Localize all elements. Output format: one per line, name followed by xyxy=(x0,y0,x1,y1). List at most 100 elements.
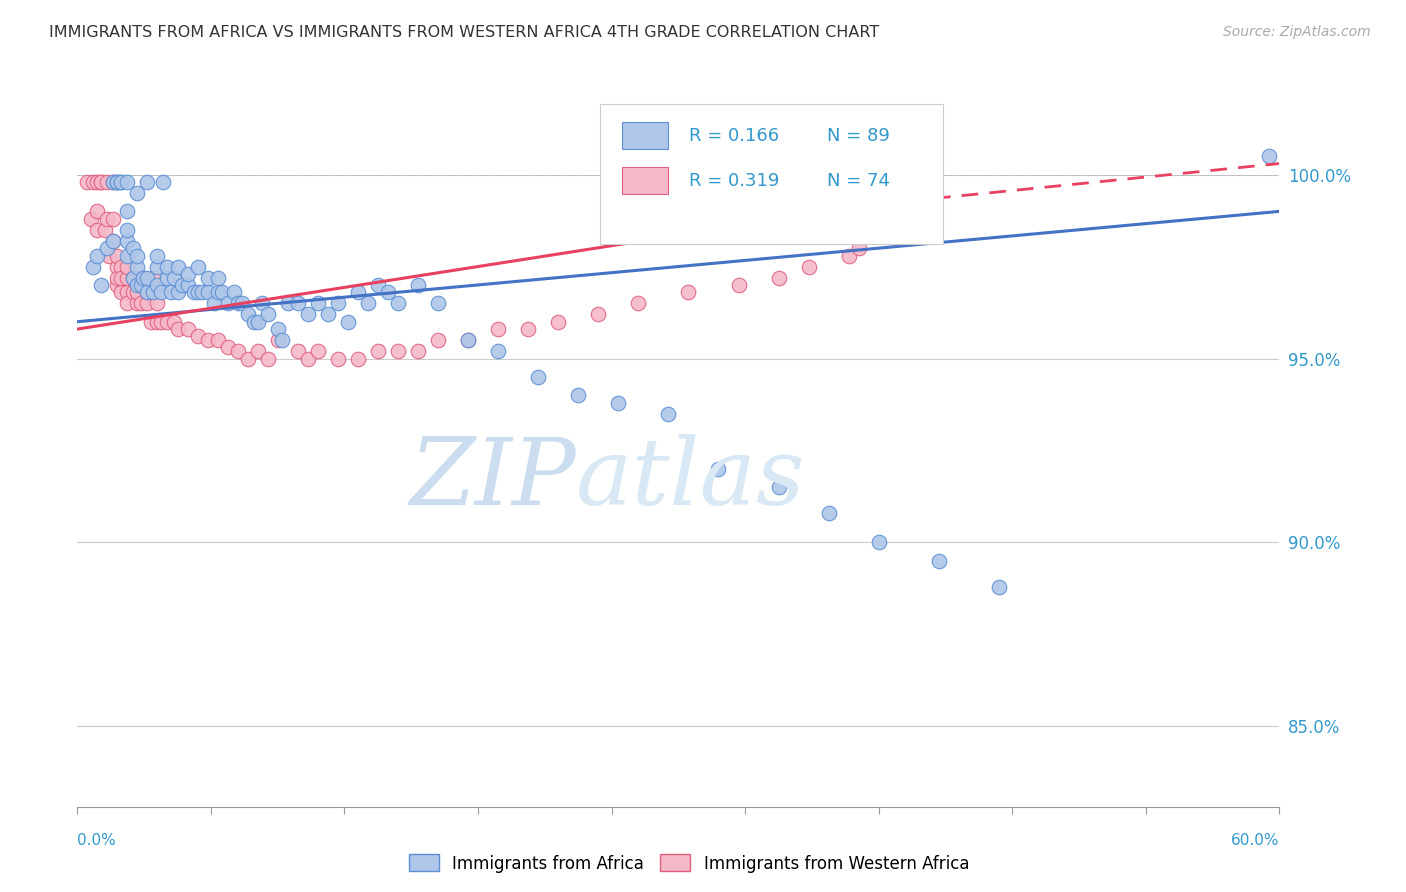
Point xyxy=(98,248,121,262)
Point xyxy=(150,285,173,300)
Point xyxy=(527,370,550,384)
Point xyxy=(103,234,125,248)
Point xyxy=(107,277,129,292)
Point xyxy=(607,395,630,409)
Point xyxy=(267,333,290,347)
Point xyxy=(217,296,239,310)
Point xyxy=(90,175,112,189)
Point xyxy=(838,248,860,262)
Point xyxy=(103,175,125,189)
Point xyxy=(848,241,870,255)
Point xyxy=(277,296,299,310)
Point xyxy=(307,344,329,359)
Point xyxy=(156,315,179,329)
Point xyxy=(110,270,132,285)
Point xyxy=(82,175,104,189)
Point xyxy=(207,270,229,285)
Point xyxy=(122,285,145,300)
Point xyxy=(90,175,112,189)
Point xyxy=(367,344,389,359)
Point xyxy=(136,175,159,189)
Point xyxy=(486,344,509,359)
Point xyxy=(117,175,139,189)
Point xyxy=(457,333,479,347)
Point xyxy=(287,344,309,359)
Point xyxy=(86,248,108,262)
Point xyxy=(86,204,108,219)
Point xyxy=(768,480,790,494)
Point xyxy=(347,351,370,366)
Point xyxy=(357,296,380,310)
Point xyxy=(868,535,890,549)
Text: IMMIGRANTS FROM AFRICA VS IMMIGRANTS FROM WESTERN AFRICA 4TH GRADE CORRELATION C: IMMIGRANTS FROM AFRICA VS IMMIGRANTS FRO… xyxy=(49,25,880,40)
Point xyxy=(190,285,212,300)
Point xyxy=(427,296,450,310)
Point xyxy=(797,260,820,274)
Point xyxy=(166,260,188,274)
Point xyxy=(326,296,349,310)
Point xyxy=(226,296,249,310)
Point xyxy=(156,260,179,274)
Point xyxy=(267,322,290,336)
Text: ZIP: ZIP xyxy=(409,434,576,524)
Point xyxy=(246,344,269,359)
Point xyxy=(246,315,269,329)
Point xyxy=(547,315,569,329)
Point xyxy=(236,307,259,321)
Point xyxy=(86,223,108,237)
Point xyxy=(136,285,159,300)
Point xyxy=(117,260,139,274)
Point xyxy=(183,285,205,300)
Point xyxy=(160,285,183,300)
Point xyxy=(110,260,132,274)
Point xyxy=(127,277,149,292)
Point xyxy=(96,241,118,255)
Point xyxy=(146,315,169,329)
Point xyxy=(197,270,219,285)
Point xyxy=(117,285,139,300)
Point xyxy=(988,580,1011,594)
Point xyxy=(326,351,349,366)
Point xyxy=(627,296,650,310)
Point xyxy=(768,270,790,285)
Point xyxy=(242,315,264,329)
Point xyxy=(131,277,153,292)
Point xyxy=(406,344,429,359)
Point xyxy=(162,270,184,285)
Point xyxy=(162,315,184,329)
Point xyxy=(256,307,278,321)
Legend: Immigrants from Africa, Immigrants from Western Africa: Immigrants from Africa, Immigrants from … xyxy=(402,847,976,880)
Text: R = 0.319: R = 0.319 xyxy=(689,172,779,190)
Point xyxy=(86,175,108,189)
Point xyxy=(336,315,359,329)
FancyBboxPatch shape xyxy=(600,104,943,244)
Point xyxy=(187,260,209,274)
Point xyxy=(1258,149,1281,163)
Point xyxy=(76,175,98,189)
Point xyxy=(236,351,259,366)
Point xyxy=(132,270,155,285)
FancyBboxPatch shape xyxy=(621,122,668,149)
Point xyxy=(127,186,149,200)
Point xyxy=(817,506,839,520)
Point xyxy=(107,260,129,274)
Point xyxy=(187,329,209,343)
Point xyxy=(150,315,173,329)
Point xyxy=(107,175,129,189)
Point xyxy=(367,277,389,292)
Text: N = 89: N = 89 xyxy=(828,127,890,145)
Point xyxy=(117,223,139,237)
Point xyxy=(270,333,292,347)
Point xyxy=(96,175,118,189)
Point xyxy=(117,270,139,285)
Point xyxy=(202,296,225,310)
Point xyxy=(297,307,319,321)
Point xyxy=(127,296,149,310)
Point xyxy=(122,270,145,285)
Point xyxy=(176,277,198,292)
Point xyxy=(152,175,174,189)
Point xyxy=(127,248,149,262)
Point xyxy=(82,260,104,274)
Point xyxy=(588,307,610,321)
Point xyxy=(122,241,145,255)
